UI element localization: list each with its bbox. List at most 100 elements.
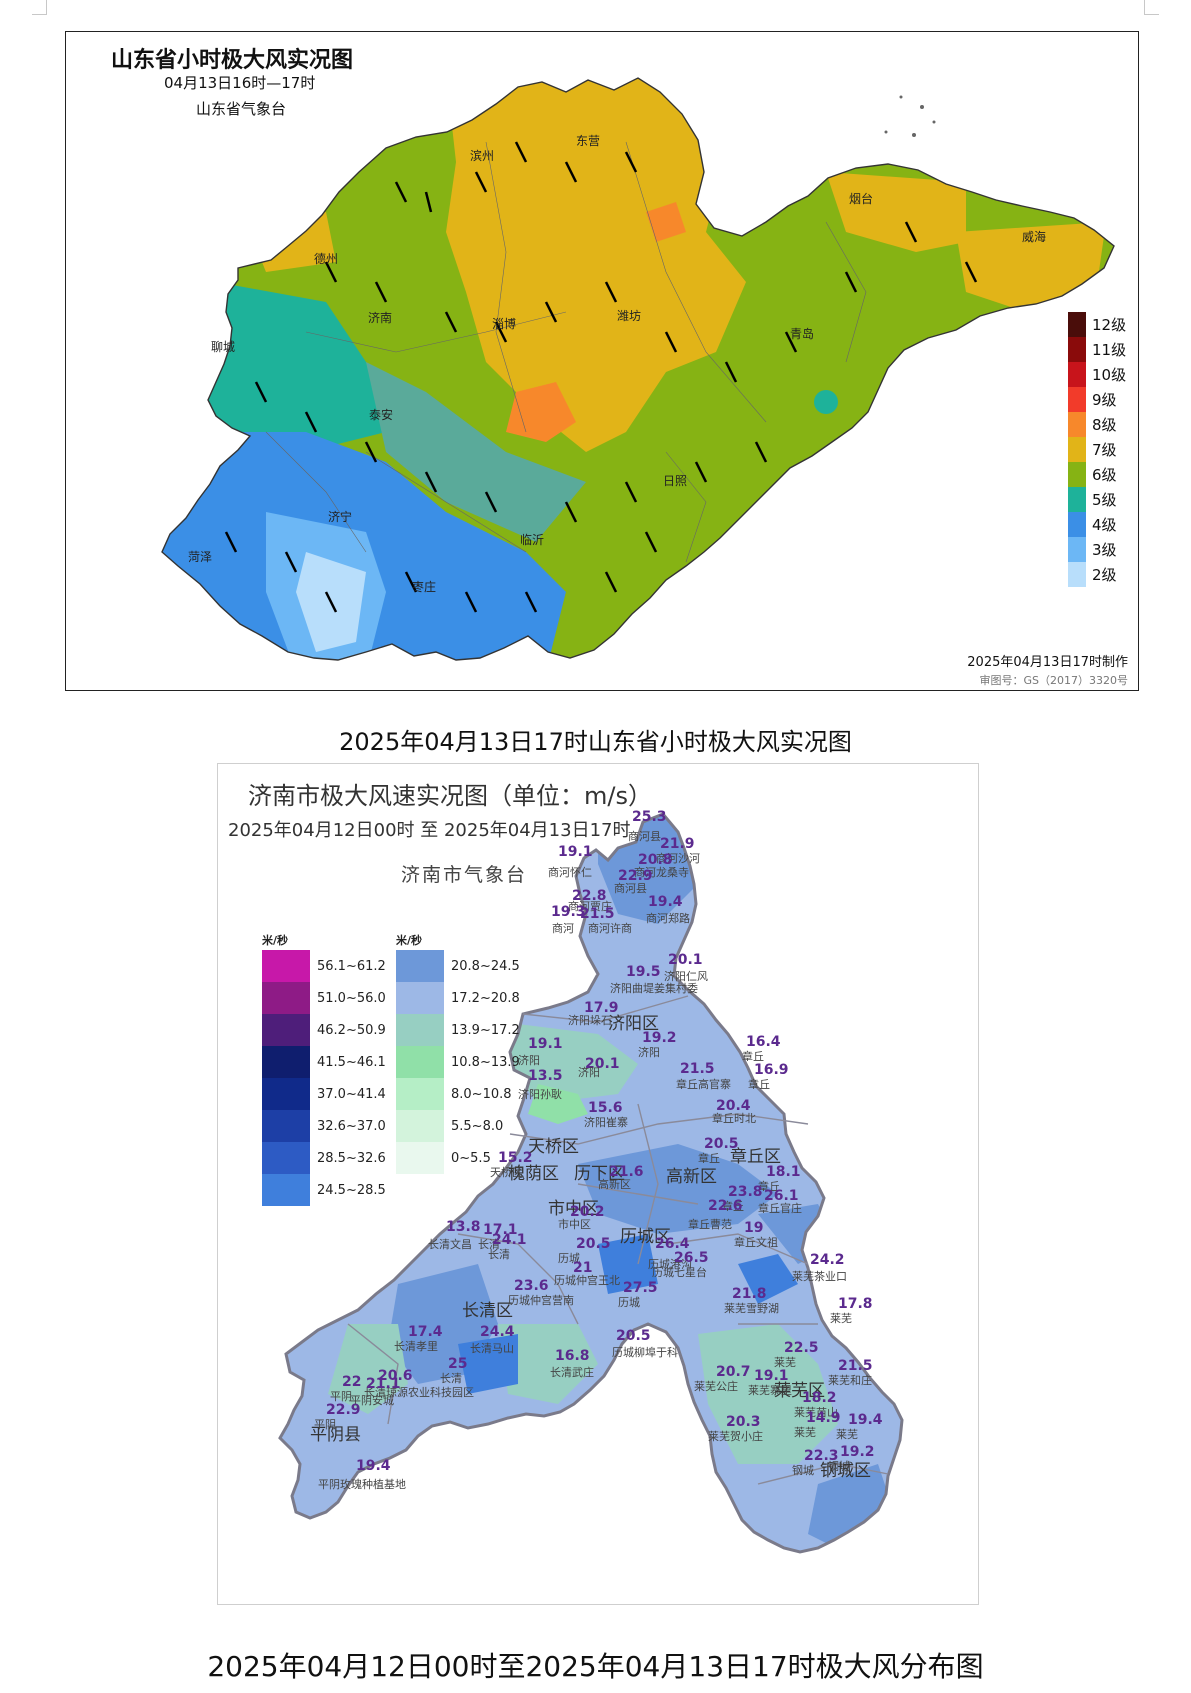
city-label: 临沂 [520, 533, 545, 547]
station-name: 历城柳埠于科 [612, 1346, 678, 1359]
station-wind-value: 23.6 [514, 1278, 549, 1294]
station-wind-value: 24.4 [480, 1324, 515, 1340]
city-label: 济宁 [328, 510, 353, 524]
station-name: 平阴 [314, 1418, 336, 1431]
shandong-wind-map: 山东省小时极大风实况图 04月13日16时—17时 山东省气象台 滨州 东营 德… [65, 31, 1139, 691]
station-wind-value: 19.1 [754, 1368, 789, 1384]
station-name: 历城仲宫营南 [508, 1294, 574, 1307]
station-wind-value: 16.8 [555, 1348, 590, 1364]
station-wind-value: 20.5 [704, 1136, 739, 1152]
station-name: 济阳仁风 [664, 970, 708, 983]
legend-label: 0~5.5 [451, 1150, 491, 1166]
legend-swatch [1068, 362, 1086, 387]
station-name: 章丘 [748, 1078, 770, 1091]
shandong-map-graphic [161, 77, 1115, 661]
legend-swatch [1068, 437, 1086, 462]
station-wind-value: 21.5 [580, 906, 615, 922]
station-name: 商河沙河 [656, 852, 700, 865]
district-label: 钢城区 [820, 1461, 871, 1481]
legend-swatch [262, 1078, 310, 1110]
page-corner-mark-left [32, 0, 47, 15]
city-label: 菏泽 [188, 550, 213, 564]
legend-swatch [1068, 487, 1086, 512]
jinan-map-graphic [278, 812, 904, 1554]
legend-label: 6级 [1092, 466, 1117, 484]
station-name: 平阴玫瑰种植基地 [318, 1478, 406, 1491]
station-name: 钢城 [828, 1460, 850, 1473]
legend-swatch [396, 1046, 444, 1078]
station-name: 商河 [552, 922, 574, 935]
station-wind-value: 13.8 [446, 1219, 481, 1235]
station-wind-value: 20.5 [576, 1236, 611, 1252]
city-label: 潍坊 [617, 309, 642, 323]
legend-swatch [262, 1174, 310, 1206]
legend-label: 10.8~13.9 [451, 1054, 520, 1070]
station-name: 章丘曹范 [688, 1218, 732, 1231]
station-name: 长清武庄 [550, 1366, 594, 1379]
legend-label: 12级 [1092, 316, 1127, 334]
legend-label: 9级 [1092, 391, 1117, 409]
station-name: 长清孝里 [394, 1340, 438, 1353]
legend-label: 28.5~32.6 [317, 1150, 386, 1166]
legend-swatch [396, 1142, 444, 1174]
station-name: 章丘文祖 [734, 1236, 778, 1249]
legend-label: 51.0~56.0 [317, 990, 386, 1006]
city-label: 烟台 [849, 192, 874, 206]
legend-swatch [1068, 462, 1086, 487]
station-wind-value: 25 [448, 1356, 468, 1372]
station-name: 钢城 [792, 1464, 814, 1477]
station-wind-value: 21.1 [366, 1376, 401, 1392]
station-wind-value: 19.4 [648, 894, 683, 910]
station-name: 济阳 [638, 1046, 660, 1059]
station-wind-value: 16.9 [754, 1062, 789, 1078]
legend-label: 5级 [1092, 491, 1117, 509]
station-name: 莱芜雪野湖 [724, 1302, 779, 1315]
station-wind-value: 19.1 [528, 1036, 563, 1052]
station-name: 莱芜寨里 [748, 1384, 792, 1397]
station-wind-value: 26.4 [655, 1236, 690, 1252]
district-label: 长清区 [462, 1301, 513, 1321]
city-label: 东营 [576, 134, 601, 148]
station-name: 长清 [440, 1372, 462, 1385]
legend-label: 20.8~24.5 [451, 958, 520, 974]
map1-approval-number: 审图号：GS（2017）3320号 [979, 674, 1129, 687]
station-wind-value: 22.5 [784, 1340, 819, 1356]
station-wind-value: 27.5 [623, 1280, 658, 1296]
station-name: 章丘 [698, 1152, 720, 1165]
station-wind-value: 22.9 [326, 1402, 361, 1418]
city-label: 聊城 [211, 340, 236, 354]
legend-swatch [1068, 562, 1086, 587]
legend-swatch [396, 1110, 444, 1142]
city-label: 威海 [1022, 230, 1047, 244]
legend-label: 13.9~17.2 [451, 1022, 520, 1038]
district-label: 历下区 [574, 1164, 625, 1184]
district-label: 莱芜区 [774, 1381, 825, 1401]
legend-label: 46.2~50.9 [317, 1022, 386, 1038]
station-wind-value: 20.1 [585, 1056, 620, 1072]
caption-map2: 2025年04月12日00时至2025年04月13日17时极大风分布图 [207, 1650, 984, 1683]
district-label: 高新区 [666, 1167, 717, 1187]
city-label: 德州 [314, 252, 339, 266]
legend-label: 3级 [1092, 541, 1117, 559]
station-wind-value: 17.8 [838, 1296, 873, 1312]
station-wind-value: 21.9 [660, 836, 695, 852]
legend-swatch [262, 1046, 310, 1078]
map2-title: 济南市极大风速实况图（单位：m/s） [248, 782, 652, 810]
station-name: 商河郑路 [646, 912, 690, 925]
station-name: 商河县 [628, 830, 661, 843]
station-name: 章丘 [722, 1200, 744, 1213]
legend-swatch [1068, 512, 1086, 537]
district-label: 槐荫区 [508, 1164, 559, 1184]
station-wind-value: 20.7 [716, 1364, 751, 1380]
city-label: 枣庄 [412, 580, 437, 594]
station-name: 商河贾庄 [568, 900, 612, 913]
station-name: 历城 [618, 1296, 640, 1309]
station-wind-value: 19.5 [626, 964, 661, 980]
station-wind-value: 20.2 [570, 1204, 605, 1220]
legend-label: 5.5~8.0 [451, 1118, 504, 1134]
city-label: 滨州 [470, 149, 495, 163]
legend-swatch [262, 1014, 310, 1046]
station-wind-value: 20.5 [616, 1328, 651, 1344]
station-name: 章丘时北 [712, 1112, 756, 1125]
station-wind-value: 14.9 [806, 1410, 841, 1426]
